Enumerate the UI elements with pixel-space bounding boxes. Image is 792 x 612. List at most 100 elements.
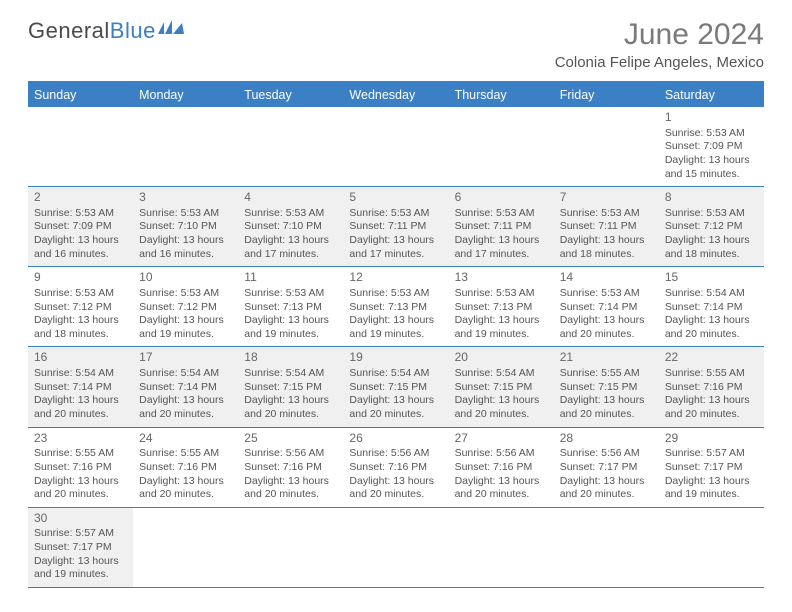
daylight-text-1: Daylight: 13 hours <box>560 475 653 489</box>
week-row: 16 Sunrise: 5:54 AM Sunset: 7:14 PM Dayligh… <box>28 347 764 427</box>
daylight-text-2: and 16 minutes. <box>34 248 127 262</box>
day-cell: 12Sunrise: 5:53 AMSunset: 7:13 PMDayligh… <box>343 267 448 346</box>
day-cell: 21Sunrise: 5:55 AMSunset: 7:15 PMDayligh… <box>554 347 659 426</box>
daylight-text-1: Daylight: 13 hours <box>139 314 232 328</box>
daylight-text-1: Daylight: 13 hours <box>455 394 548 408</box>
sunrise-text: Sunrise: 5:53 AM <box>455 287 548 301</box>
day-cell: 6Sunrise: 5:53 AMSunset: 7:11 PMDaylight… <box>449 187 554 266</box>
daylight-text-1: Daylight: 13 hours <box>665 234 758 248</box>
day-cell: 24Sunrise: 5:55 AMSunset: 7:16 PMDayligh… <box>133 428 238 507</box>
day-header: Friday <box>554 83 659 107</box>
daylight-text-2: and 20 minutes. <box>34 408 127 422</box>
daylight-text-2: and 20 minutes. <box>455 408 548 422</box>
daylight-text-2: and 19 minutes. <box>139 328 232 342</box>
daylight-text-1: Daylight: 13 hours <box>560 234 653 248</box>
empty-cell <box>238 107 343 186</box>
daylight-text-2: and 19 minutes. <box>349 328 442 342</box>
logo-text-gray: General <box>28 18 110 44</box>
sunrise-text: Sunrise: 5:56 AM <box>349 447 442 461</box>
day-cell: 3Sunrise: 5:53 AMSunset: 7:10 PMDaylight… <box>133 187 238 266</box>
empty-cell <box>343 508 448 587</box>
daylight-text-2: and 20 minutes. <box>560 488 653 502</box>
day-cell: 1Sunrise: 5:53 AMSunset: 7:09 PMDaylight… <box>659 107 764 186</box>
daylight-text-1: Daylight: 13 hours <box>139 475 232 489</box>
sunrise-text: Sunrise: 5:53 AM <box>455 207 548 221</box>
day-number: 10 <box>139 270 232 286</box>
daylight-text-1: Daylight: 13 hours <box>139 234 232 248</box>
day-cell: 13Sunrise: 5:53 AMSunset: 7:13 PMDayligh… <box>449 267 554 346</box>
sunrise-text: Sunrise: 5:57 AM <box>34 527 127 541</box>
daylight-text-2: and 20 minutes. <box>560 328 653 342</box>
sunset-text: Sunset: 7:15 PM <box>455 381 548 395</box>
sunrise-text: Sunrise: 5:53 AM <box>665 127 758 141</box>
day-header: Monday <box>133 83 238 107</box>
day-number: 6 <box>455 190 548 206</box>
daylight-text-2: and 18 minutes. <box>665 248 758 262</box>
sunrise-text: Sunrise: 5:54 AM <box>455 367 548 381</box>
day-cell: 22Sunrise: 5:55 AMSunset: 7:16 PMDayligh… <box>659 347 764 426</box>
daylight-text-1: Daylight: 13 hours <box>665 475 758 489</box>
sunrise-text: Sunrise: 5:53 AM <box>665 207 758 221</box>
daylight-text-2: and 20 minutes. <box>349 488 442 502</box>
sunset-text: Sunset: 7:16 PM <box>455 461 548 475</box>
daylight-text-1: Daylight: 13 hours <box>560 314 653 328</box>
sunset-text: Sunset: 7:15 PM <box>349 381 442 395</box>
sunset-text: Sunset: 7:14 PM <box>34 381 127 395</box>
day-number: 25 <box>244 431 337 447</box>
sunset-text: Sunset: 7:13 PM <box>244 301 337 315</box>
empty-cell <box>554 508 659 587</box>
week-row: 30Sunrise: 5:57 AMSunset: 7:17 PMDayligh… <box>28 508 764 588</box>
day-number: 28 <box>560 431 653 447</box>
day-cell: 26Sunrise: 5:56 AMSunset: 7:16 PMDayligh… <box>343 428 448 507</box>
sunset-text: Sunset: 7:17 PM <box>665 461 758 475</box>
sunrise-text: Sunrise: 5:55 AM <box>560 367 653 381</box>
day-cell: 29Sunrise: 5:57 AMSunset: 7:17 PMDayligh… <box>659 428 764 507</box>
daylight-text-1: Daylight: 13 hours <box>34 475 127 489</box>
daylight-text-1: Daylight: 13 hours <box>244 394 337 408</box>
sunrise-text: Sunrise: 5:53 AM <box>349 287 442 301</box>
sunset-text: Sunset: 7:16 PM <box>244 461 337 475</box>
sunset-text: Sunset: 7:11 PM <box>560 220 653 234</box>
day-cell: 23Sunrise: 5:55 AMSunset: 7:16 PMDayligh… <box>28 428 133 507</box>
daylight-text-2: and 17 minutes. <box>455 248 548 262</box>
day-cell: 9Sunrise: 5:53 AMSunset: 7:12 PMDaylight… <box>28 267 133 346</box>
day-cell: 25Sunrise: 5:56 AMSunset: 7:16 PMDayligh… <box>238 428 343 507</box>
daylight-text-1: Daylight: 13 hours <box>34 314 127 328</box>
week-row: 9Sunrise: 5:53 AMSunset: 7:12 PMDaylight… <box>28 267 764 347</box>
day-number: 27 <box>455 431 548 447</box>
sunset-text: Sunset: 7:15 PM <box>244 381 337 395</box>
daylight-text-1: Daylight: 13 hours <box>665 394 758 408</box>
day-cell: 19Sunrise: 5:54 AMSunset: 7:15 PMDayligh… <box>343 347 448 426</box>
daylight-text-1: Daylight: 13 hours <box>455 475 548 489</box>
week-row: 23Sunrise: 5:55 AMSunset: 7:16 PMDayligh… <box>28 428 764 508</box>
empty-cell <box>133 508 238 587</box>
daylight-text-1: Daylight: 13 hours <box>665 154 758 168</box>
sunrise-text: Sunrise: 5:56 AM <box>244 447 337 461</box>
sunset-text: Sunset: 7:16 PM <box>34 461 127 475</box>
empty-cell <box>449 107 554 186</box>
empty-cell <box>238 508 343 587</box>
day-number: 2 <box>34 190 127 206</box>
daylight-text-1: Daylight: 13 hours <box>349 234 442 248</box>
day-number: 29 <box>665 431 758 447</box>
day-cell: 16Sunrise: 5:54 AMSunset: 7:14 PMDayligh… <box>28 347 133 426</box>
sunrise-text: Sunrise: 5:53 AM <box>244 207 337 221</box>
day-number: 1 <box>665 110 758 126</box>
daylight-text-2: and 20 minutes. <box>244 408 337 422</box>
daylight-text-1: Daylight: 13 hours <box>349 475 442 489</box>
day-number: 16 <box>34 350 127 366</box>
day-header: Thursday <box>449 83 554 107</box>
day-number: 11 <box>244 270 337 286</box>
day-cell: 5Sunrise: 5:53 AMSunset: 7:11 PMDaylight… <box>343 187 448 266</box>
sunrise-text: Sunrise: 5:56 AM <box>455 447 548 461</box>
daylight-text-2: and 19 minutes. <box>455 328 548 342</box>
sunrise-text: Sunrise: 5:56 AM <box>560 447 653 461</box>
day-cell: 7Sunrise: 5:53 AMSunset: 7:11 PMDaylight… <box>554 187 659 266</box>
daylight-text-2: and 17 minutes. <box>244 248 337 262</box>
day-number: 23 <box>34 431 127 447</box>
day-number: 21 <box>560 350 653 366</box>
day-header-row: Sunday Monday Tuesday Wednesday Thursday… <box>28 83 764 107</box>
daylight-text-1: Daylight: 13 hours <box>139 394 232 408</box>
day-number: 8 <box>665 190 758 206</box>
daylight-text-2: and 20 minutes. <box>34 488 127 502</box>
